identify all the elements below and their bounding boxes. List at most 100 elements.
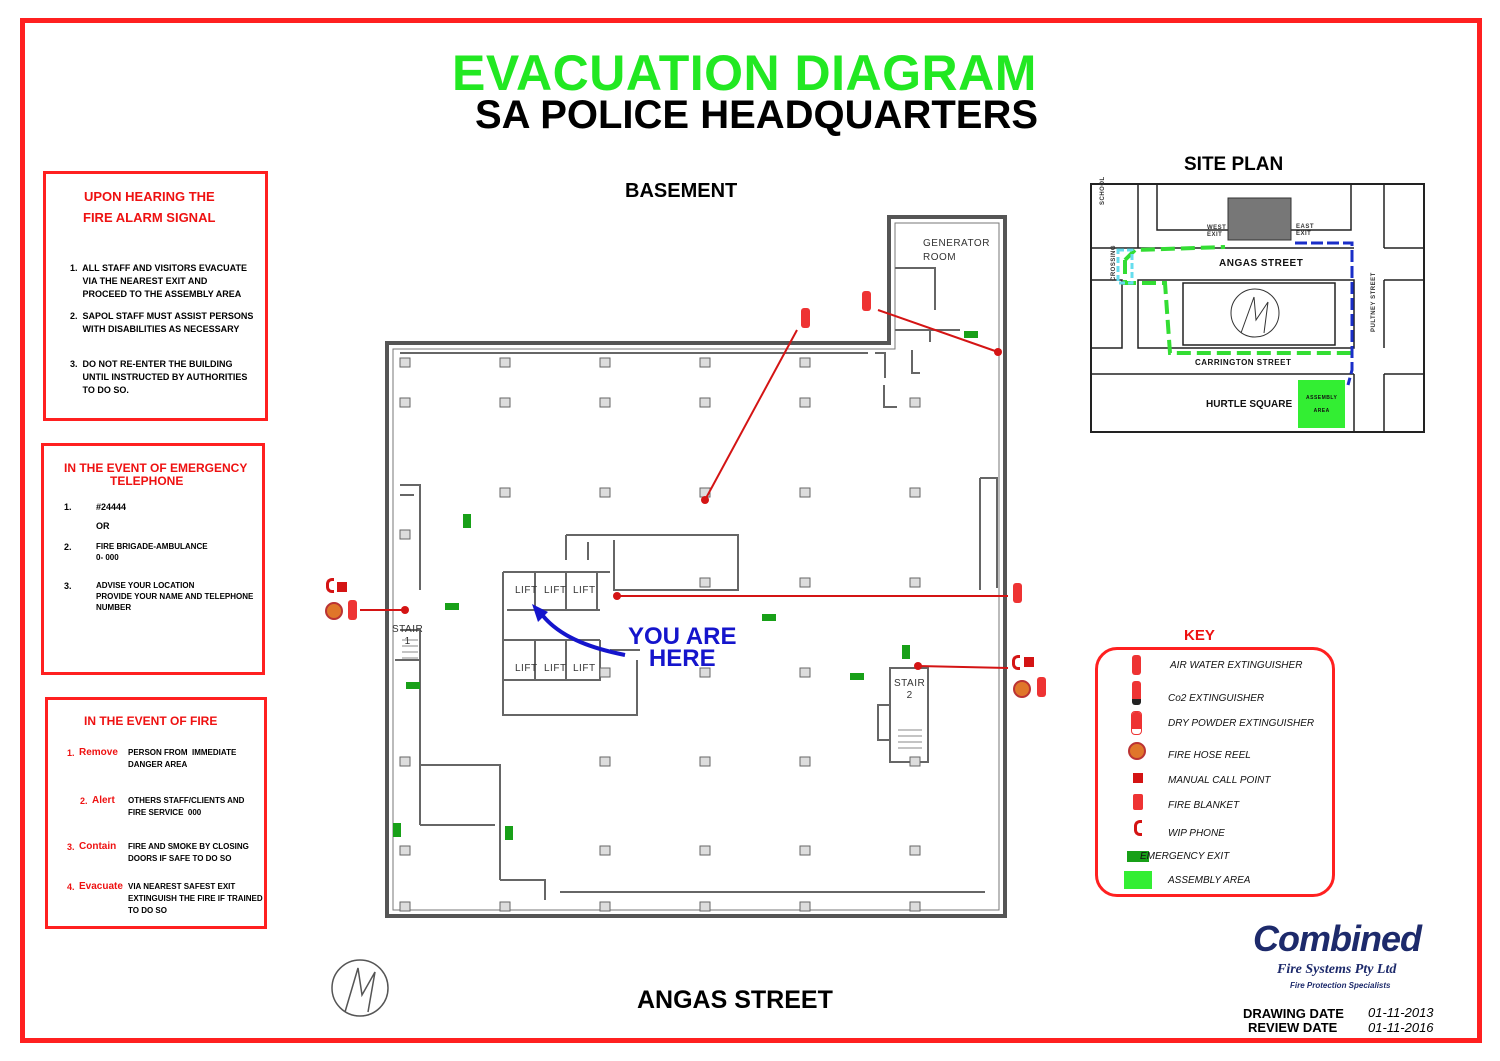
site-school-label: SCHOOL <box>1100 176 1106 205</box>
building-name: SA POLICE HEADQUARTERS <box>475 93 1039 137</box>
company-tagline: Fire Protection Specialists <box>1290 981 1391 990</box>
stair-1-label: STAIR 1 <box>392 624 424 647</box>
lift-label: LIFT <box>544 585 567 596</box>
extinguisher-icon <box>1037 677 1046 697</box>
fire-step-4-text: VIA NEAREST SAFEST EXIT EXTINGUISH THE F… <box>128 882 263 915</box>
telephone-item-2: FIRE BRIGADE-AMBULANCE 0- 000 <box>96 542 208 562</box>
exit-sign-icon <box>505 826 513 840</box>
lift-label: LIFT <box>573 663 596 674</box>
alarm-item-3: 3. DO NOT RE-ENTER THE BUILDING UNTIL IN… <box>70 359 248 395</box>
key-item-label: Co2 EXTINGUISHER <box>1168 693 1265 704</box>
site-carrington-street-label: CARRINGTON STREET <box>1195 358 1292 367</box>
key-item-label: EMERGENCY EXIT <box>1140 851 1230 862</box>
telephone-item-3: ADVISE YOUR LOCATION PROVIDE YOUR NAME A… <box>96 581 254 612</box>
exit-sign-icon <box>445 603 459 610</box>
site-crossing-label: CROSSING <box>1111 244 1117 281</box>
extinguisher-icon <box>801 308 810 328</box>
telephone-or: OR <box>96 521 110 531</box>
telephone-num-1: 1. <box>64 502 72 512</box>
exit-sign-icon <box>964 331 978 338</box>
telephone-heading-2: TELEPHONE <box>110 474 184 488</box>
exit-sign-icon <box>406 682 420 689</box>
fire-step-4-num: 4. <box>67 882 75 892</box>
telephone-num-3: 3. <box>64 581 72 591</box>
fire-hose-reel-icon <box>1013 680 1031 698</box>
review-date-label: REVIEW DATE <box>1248 1020 1338 1035</box>
site-plan-title: SITE PLAN <box>1184 154 1284 175</box>
wip-phone-icon <box>1012 655 1020 670</box>
extinguisher-icon <box>862 291 871 311</box>
alarm-item-2: 2. SAPOL STAFF MUST ASSIST PERSONS WITH … <box>70 311 254 334</box>
key-item-label: MANUAL CALL POINT <box>1168 775 1271 786</box>
site-pulteney-street-label: PULTNEY STREET <box>1371 272 1377 332</box>
page-title: EVACUATION DIAGRAM <box>452 45 1037 101</box>
fire-step-3-word: Contain <box>79 841 117 852</box>
dry-powder-extinguisher-icon <box>1131 711 1142 735</box>
co2-extinguisher-icon <box>1132 681 1141 705</box>
site-angas-street-label: ANGAS STREET <box>1219 258 1304 269</box>
site-west-exit-label: WEST EXIT <box>1207 225 1227 238</box>
exit-sign-icon <box>463 514 471 528</box>
exit-sign-icon <box>762 614 776 621</box>
page-frame <box>20 18 1482 1043</box>
lift-label: LIFT <box>515 663 538 674</box>
wip-phone-icon <box>1134 820 1142 836</box>
telephone-heading-1: IN THE EVENT OF EMERGENCY <box>64 461 248 475</box>
key-item-label: FIRE BLANKET <box>1168 800 1240 811</box>
telephone-num-2: 2. <box>64 542 72 552</box>
exit-sign-icon <box>902 645 910 659</box>
alarm-heading-1: UPON HEARING THE <box>84 189 215 204</box>
key-item-label: ASSEMBLY AREA <box>1168 875 1251 886</box>
key-item-label: DRY POWDER EXTINGUISHER <box>1168 718 1315 729</box>
alarm-heading-2: FIRE ALARM SIGNAL <box>83 210 216 225</box>
air-water-extinguisher-icon <box>1132 655 1141 675</box>
manual-call-point-icon <box>337 582 347 592</box>
telephone-box: IN THE EVENT OF EMERGENCY TELEPHONE 1. #… <box>41 443 265 675</box>
extinguisher-icon <box>1013 583 1022 603</box>
generator-room-label: GENERATOR ROOM <box>923 238 990 263</box>
exit-sign-icon <box>850 673 864 680</box>
fire-heading: IN THE EVENT OF FIRE <box>84 714 218 728</box>
extinguisher-icon <box>348 600 357 620</box>
drawing-date-value: 01-11-2013 <box>1368 1005 1434 1020</box>
assembly-area-icon <box>1124 871 1152 889</box>
fire-step-1-num: 1. <box>67 748 75 758</box>
key-item-label: AIR WATER EXTINGUISHER <box>1170 660 1303 671</box>
review-date-value: 01-11-2016 <box>1368 1020 1434 1035</box>
fire-step-1-text: PERSON FROM IMMEDIATE DANGER AREA <box>128 748 237 769</box>
fire-step-1-word: Remove <box>79 747 118 758</box>
fire-step-3-num: 3. <box>67 842 75 852</box>
fire-hose-reel-icon <box>325 602 343 620</box>
telephone-item-1: #24444 <box>96 502 127 512</box>
key-item-label: FIRE HOSE REEL <box>1168 750 1251 761</box>
fire-step-3-text: FIRE AND SMOKE BY CLOSING DOORS IF SAFE … <box>128 842 249 863</box>
company-logo-subtitle: Fire Systems Pty Ltd <box>1277 962 1397 977</box>
site-hurtle-square-label: HURTLE SQUARE <box>1206 399 1293 410</box>
site-assembly-area-label: ASSEMBLY AREA <box>1306 395 1338 414</box>
fire-step-2-num: 2. <box>80 796 88 806</box>
alarm-item-1: 1. ALL STAFF AND VISITORS EVACUATE VIA T… <box>70 263 248 299</box>
drawing-date-label: DRAWING DATE <box>1243 1006 1344 1021</box>
floor-level-label: BASEMENT <box>625 180 738 202</box>
lift-label: LIFT <box>515 585 538 596</box>
fire-procedure-box: IN THE EVENT OF FIRE 1. Remove PERSON FR… <box>45 697 267 929</box>
street-label: ANGAS STREET <box>637 986 833 1014</box>
fire-blanket-icon <box>1133 794 1143 810</box>
exit-sign-icon <box>393 823 401 837</box>
fire-hose-reel-icon <box>1128 742 1146 760</box>
alarm-instructions-box: UPON HEARING THE FIRE ALARM SIGNAL 1. AL… <box>43 171 268 421</box>
company-logo: Combined <box>1253 918 1422 959</box>
you-are-here-label: YOU ARE HERE <box>628 623 737 672</box>
manual-call-point-icon <box>1024 657 1034 667</box>
key-title: KEY <box>1184 627 1215 644</box>
lift-label: LIFT <box>544 663 567 674</box>
site-east-exit-label: EAST EXIT <box>1296 224 1315 237</box>
fire-step-4-word: Evacuate <box>79 881 123 892</box>
manual-call-point-icon <box>1133 773 1143 783</box>
wip-phone-icon <box>326 578 334 593</box>
fire-step-2-word: Alert <box>92 795 115 806</box>
key-item-label: WIP PHONE <box>1168 828 1225 839</box>
stair-2-label: STAIR 2 <box>894 678 926 701</box>
